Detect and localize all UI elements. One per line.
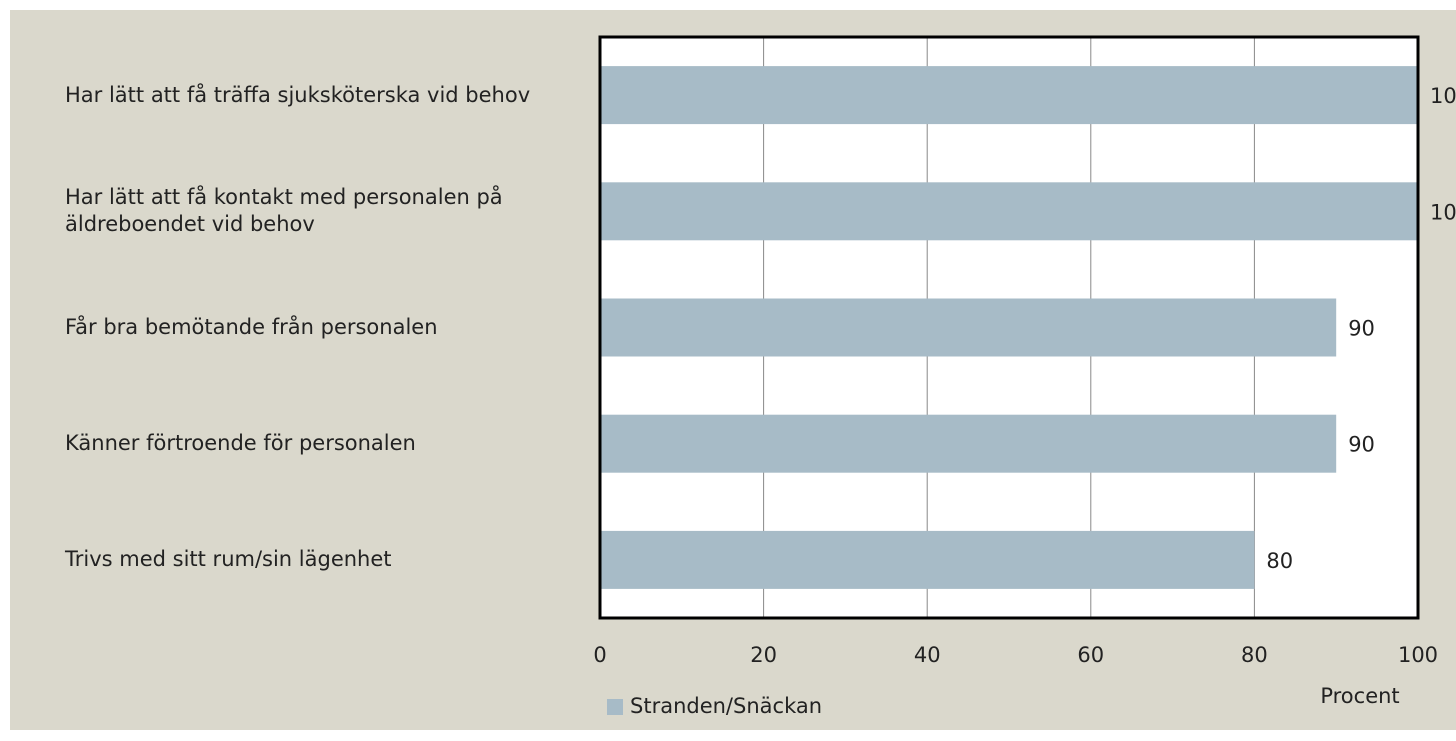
legend-swatch [607,699,623,715]
bar [600,414,1337,473]
bar [600,530,1255,589]
bar [600,298,1337,357]
x-tick-label: 40 [914,643,941,667]
x-tick-label: 60 [1077,643,1104,667]
value-label: 100 [1430,200,1456,224]
bar [600,66,1418,125]
y-tick-label: Känner förtroende för personalen [65,431,416,456]
x-tick-label: 0 [593,643,606,667]
x-tick-label: 100 [1398,643,1438,667]
value-label: 90 [1348,317,1375,341]
plot-border [598,35,1420,620]
y-tick-label: Får bra bemötande från personalen [65,315,438,339]
value-label: 80 [1266,549,1293,573]
x-tick-label: 20 [750,643,777,667]
y-tick-label: Har lätt att få kontakt med personalen p… [65,185,503,237]
bar [600,182,1418,241]
value-label: 100 [1430,84,1456,108]
x-tick-label: 80 [1241,643,1268,667]
x-axis-label: Procent [1320,684,1399,708]
y-tick-label: Har lätt att få träffa sjuksköterska vid… [65,82,531,107]
legend-label: Stranden/Snäckan [630,694,822,718]
value-label: 90 [1348,433,1375,457]
y-tick-label: Trivs med sitt rum/sin lägenhet [65,547,392,572]
